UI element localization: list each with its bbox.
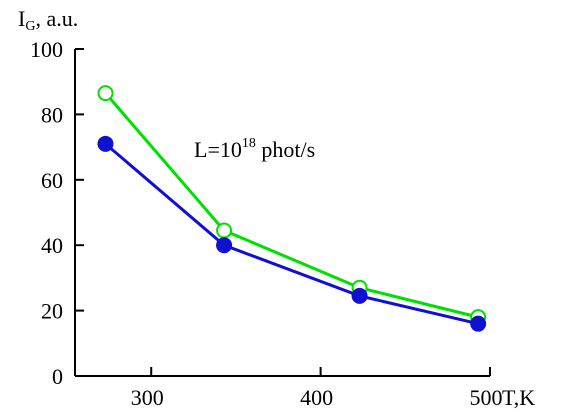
x-tick-label: 400 <box>300 385 333 410</box>
y-tick-label: 60 <box>41 168 63 193</box>
x-tick-label: 300 <box>131 385 164 410</box>
y-ticks: 0 20 40 60 80 100 <box>30 37 84 389</box>
series-layer <box>97 85 487 332</box>
x-tick-label: 500 <box>470 385 503 410</box>
y-tick-label: 40 <box>41 233 63 258</box>
y-tick-label: 100 <box>30 37 63 62</box>
data-point <box>97 85 114 102</box>
data-point <box>351 287 368 304</box>
data-point <box>470 315 487 332</box>
series-1 <box>97 135 487 332</box>
series-0 <box>97 85 487 326</box>
series-line <box>104 142 479 326</box>
data-point <box>216 222 233 239</box>
axes <box>74 49 490 377</box>
data-point <box>216 237 233 254</box>
data-point <box>97 135 114 152</box>
y-tick-label: 0 <box>52 364 63 389</box>
x-axis-label: T,K <box>502 385 535 410</box>
y-tick-label: 80 <box>41 102 63 127</box>
y-tick-label: 20 <box>41 299 63 324</box>
annotation-label: L=1018 phot/s <box>194 136 315 162</box>
y-axis-label: IG, a.u. <box>18 6 78 34</box>
series-line <box>104 92 479 319</box>
x-ticks: 300 400 500 <box>131 367 503 410</box>
